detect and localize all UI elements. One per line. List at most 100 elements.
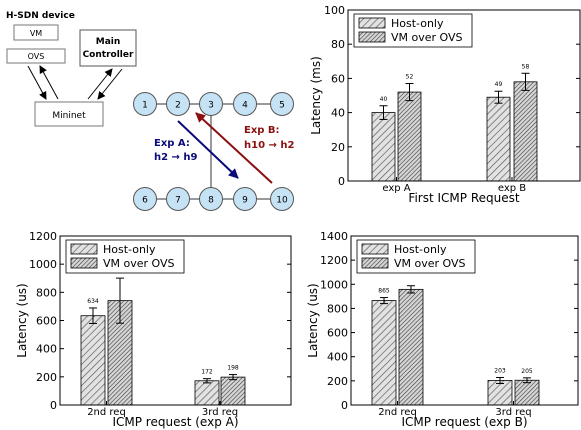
x-tick-label: exp B (498, 183, 526, 194)
exp-a-label-line2: h2 → h9 (154, 152, 198, 163)
y-tick-label: 400 (36, 343, 57, 356)
arrow-ovs-to-mininet (27, 65, 47, 100)
switch-node (199, 187, 223, 211)
controller-box (79, 29, 137, 67)
legend-swatch (70, 243, 98, 255)
switch-node (133, 187, 157, 211)
y-tick-label: 800 (327, 302, 348, 315)
switch-node-label: 5 (279, 101, 285, 111)
arrow-controller-to-mininet (97, 68, 123, 100)
y-tick-label: 1000 (320, 278, 348, 291)
switch-node (233, 187, 257, 211)
switch-node (133, 92, 157, 116)
bar (513, 81, 538, 182)
bar (371, 300, 397, 406)
legend-entry: Host-only (394, 243, 447, 256)
switch-node-label: 9 (242, 196, 248, 206)
switch-node (270, 187, 294, 211)
bar (514, 379, 540, 406)
y-tick-label: 1200 (29, 230, 57, 243)
bar (397, 91, 422, 182)
data-label: 172 (201, 369, 213, 376)
y-tick-label: 800 (36, 286, 57, 299)
legend-swatch (361, 257, 389, 269)
y-tick-label: 0 (341, 399, 348, 412)
mininet-label: Mininet (52, 111, 86, 121)
legend-entry: VM over OVS (103, 257, 175, 270)
switch-node-label: 8 (208, 196, 214, 206)
bar (398, 288, 424, 406)
switch-node-label: 1 (142, 101, 148, 111)
switch-node-label: 6 (142, 196, 148, 206)
x-axis-label: ICMP request (exp A) (112, 415, 238, 429)
plot-frame (347, 9, 581, 182)
device-label: H-SDN device (6, 11, 75, 21)
exp-b-label-line2: h10 → h2 (244, 140, 294, 151)
exp-a-arrow (177, 120, 239, 179)
topology-diagram: 1 2 3 4 5 6 7 8 9 10 Exp A: h2 → h9 Exp B: h10 →… (133, 92, 294, 211)
y-tick-label: 600 (36, 315, 57, 328)
switch-node (199, 92, 223, 116)
y-tick-label: 1400 (320, 230, 348, 243)
y-tick-label: 40 (331, 107, 345, 120)
ovs-box (6, 48, 66, 64)
y-tick-label: 100 (324, 4, 345, 17)
y-tick-label: 0 (50, 399, 57, 412)
architecture-diagram: H-SDN device VM OVS Main Controller Mini… (6, 11, 137, 127)
y-tick-label: 1200 (320, 254, 348, 267)
legend-swatch (361, 243, 389, 255)
switch-node-label: 2 (175, 101, 181, 111)
chart-exp-a: 6341727411980200400600800100012002nd req… (15, 230, 292, 429)
y-tick-label: 1000 (29, 258, 57, 271)
arrow-mininet-to-controller (87, 68, 113, 100)
exp-a-label-line1: Exp A: (154, 138, 190, 149)
x-axis-label: ICMP request (exp B) (401, 415, 527, 429)
switch-node-label: 10 (276, 196, 288, 206)
y-tick-label: 200 (327, 375, 348, 388)
x-axis-label: First ICMP Request (408, 191, 519, 205)
exp-b-label-line1: Exp B: (244, 125, 280, 136)
legend-entry: Host-only (391, 17, 444, 30)
x-tick-label: exp A (382, 183, 410, 194)
legend-swatch (358, 31, 386, 43)
controller-label-line2: Controller (83, 50, 134, 60)
data-label: 203 (494, 367, 506, 374)
y-tick-label: 20 (331, 141, 345, 154)
legend-swatch (358, 17, 386, 29)
data-label: 49 (495, 81, 503, 88)
data-label: 52 (406, 74, 414, 81)
switch-node (166, 92, 190, 116)
plot-frame (350, 235, 579, 406)
x-tick-label: 2nd req (378, 407, 417, 418)
bar (371, 112, 396, 182)
y-tick-label: 80 (331, 38, 345, 51)
vm-label: VM (30, 29, 42, 38)
data-label: 58 (522, 63, 530, 70)
data-label: 40 (380, 96, 388, 103)
y-axis-label: Latency (us) (15, 283, 29, 357)
x-tick-label: 3rd req (495, 407, 531, 418)
switch-node-label: 3 (208, 101, 214, 111)
switch-node-label: 7 (175, 196, 181, 206)
legend-entry: VM over OVS (394, 257, 466, 270)
y-tick-label: 200 (36, 371, 57, 384)
exp-b-arrow (195, 112, 273, 184)
switch-node (233, 92, 257, 116)
legend-swatch (70, 257, 98, 269)
bar (194, 380, 220, 406)
switch-node (270, 92, 294, 116)
legend-entry: VM over OVS (391, 31, 463, 44)
legend-entry: Host-only (103, 243, 156, 256)
y-axis-label: Latency (us) (306, 283, 320, 357)
switch-node-label: 4 (242, 101, 248, 111)
arrow-mininet-to-ovs (39, 65, 59, 100)
ovs-label: OVS (28, 52, 45, 61)
data-label: 198 (227, 365, 239, 372)
bar (80, 315, 106, 406)
data-label: 634 (87, 298, 99, 305)
switch-node (166, 187, 190, 211)
data-label: 865 (378, 288, 390, 295)
data-label: 205 (521, 368, 533, 375)
